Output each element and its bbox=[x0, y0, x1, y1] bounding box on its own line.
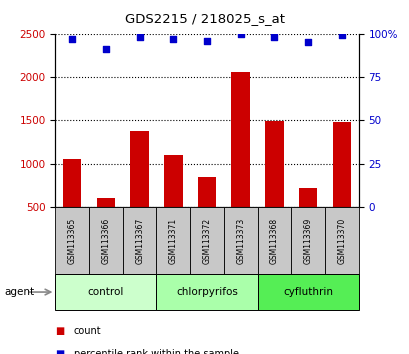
Bar bbox=[190, 207, 223, 274]
Text: chlorpyrifos: chlorpyrifos bbox=[176, 287, 237, 297]
Text: cyfluthrin: cyfluthrin bbox=[283, 287, 333, 297]
Text: GSM113371: GSM113371 bbox=[169, 218, 178, 264]
Text: GSM113368: GSM113368 bbox=[269, 218, 278, 264]
Point bbox=[338, 33, 344, 38]
Bar bbox=[291, 207, 324, 274]
Bar bbox=[332, 122, 350, 251]
Bar bbox=[265, 121, 283, 251]
Text: control: control bbox=[88, 287, 124, 297]
Text: GSM113367: GSM113367 bbox=[135, 218, 144, 264]
Bar bbox=[55, 207, 89, 274]
Bar bbox=[156, 207, 190, 274]
Bar bbox=[231, 72, 249, 251]
Bar bbox=[257, 207, 291, 274]
Point bbox=[170, 36, 176, 42]
Text: GSM113372: GSM113372 bbox=[202, 218, 211, 264]
Text: agent: agent bbox=[4, 287, 34, 297]
Text: GSM113369: GSM113369 bbox=[303, 218, 312, 264]
Bar bbox=[97, 198, 115, 251]
Bar bbox=[156, 274, 257, 310]
Text: ■: ■ bbox=[55, 349, 65, 354]
Point bbox=[102, 46, 109, 52]
Bar bbox=[130, 131, 148, 251]
Point bbox=[136, 34, 143, 40]
Text: GSM113366: GSM113366 bbox=[101, 218, 110, 264]
Point bbox=[304, 40, 311, 45]
Text: ■: ■ bbox=[55, 326, 65, 336]
Bar bbox=[324, 207, 358, 274]
Text: percentile rank within the sample: percentile rank within the sample bbox=[74, 349, 238, 354]
Text: GSM113373: GSM113373 bbox=[236, 218, 245, 264]
Bar bbox=[197, 177, 216, 251]
Bar bbox=[257, 274, 358, 310]
Bar bbox=[55, 274, 156, 310]
Point bbox=[270, 34, 277, 40]
Point bbox=[237, 31, 243, 36]
Bar bbox=[298, 188, 317, 251]
Point bbox=[203, 38, 210, 44]
Bar bbox=[164, 155, 182, 251]
Bar bbox=[89, 207, 122, 274]
Bar bbox=[122, 207, 156, 274]
Bar bbox=[223, 207, 257, 274]
Text: GSM113370: GSM113370 bbox=[337, 218, 346, 264]
Text: count: count bbox=[74, 326, 101, 336]
Text: GSM113365: GSM113365 bbox=[67, 218, 76, 264]
Point bbox=[69, 36, 75, 42]
Text: GDS2215 / 218025_s_at: GDS2215 / 218025_s_at bbox=[125, 12, 284, 25]
Bar bbox=[63, 159, 81, 251]
